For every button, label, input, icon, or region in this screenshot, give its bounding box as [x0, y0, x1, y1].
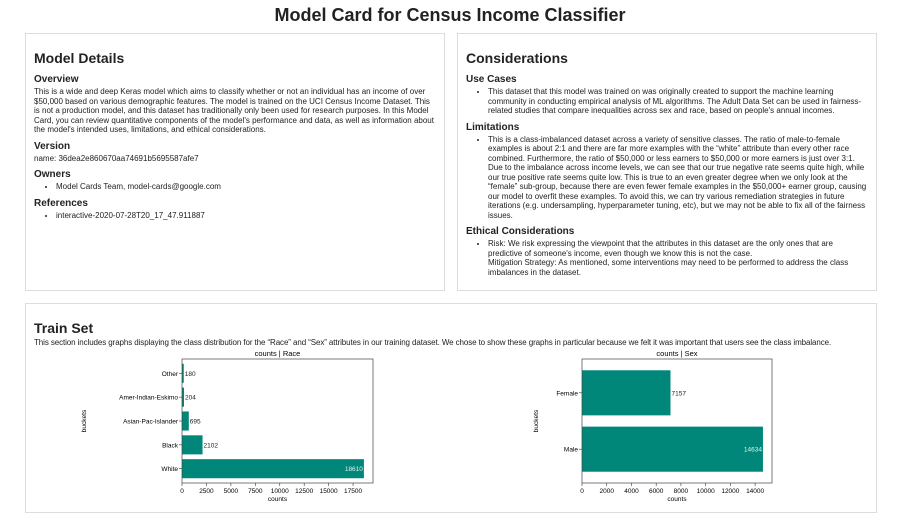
- x-tick-label: 0: [580, 488, 584, 495]
- bar-male: [582, 426, 763, 472]
- data-label: 695: [190, 419, 201, 426]
- x-tick-label: 6000: [649, 488, 664, 495]
- data-label: 18610: [345, 466, 363, 473]
- considerations-heading: Considerations: [466, 50, 568, 66]
- x-tick-label: 14000: [746, 488, 764, 495]
- x-tick-label: 12000: [721, 488, 739, 495]
- ethical-item: Risk: We risk expressing the viewpoint t…: [488, 239, 868, 277]
- x-tick-label: 12500: [295, 488, 313, 495]
- x-tick-label: 0: [180, 488, 184, 495]
- y-axis-label: buckets: [81, 409, 88, 432]
- x-tick-label: 17500: [344, 488, 362, 495]
- chart-title: counts | Sex: [656, 349, 697, 358]
- version-text: name: 36dea2e860670aa74691b5695587afe7: [34, 153, 199, 163]
- owners-heading: Owners: [34, 169, 71, 180]
- race-chart: counts | Race 18610 White 2102 Black 695 Asian…: [81, 349, 374, 503]
- x-tick-label: 5000: [224, 488, 239, 495]
- bar-amer-indian-eskimo: [182, 387, 184, 407]
- references-heading: References: [34, 197, 88, 209]
- x-tick-label: 10000: [271, 488, 289, 495]
- limitation-item: This is a class-imbalanced dataset acros…: [488, 135, 868, 221]
- x-tick-label: 8000: [674, 488, 689, 495]
- ethical-mitigation: Mitigation Strategy: As mentioned, some …: [488, 258, 849, 277]
- x-tick-label: 15000: [320, 488, 338, 495]
- data-label: 14634: [744, 447, 762, 454]
- bar-other: [182, 363, 184, 383]
- use-case-item: This dataset that this model was trained…: [488, 87, 868, 116]
- y-tick-label: Female: [556, 390, 578, 397]
- model-details-card: Model Details Overview This is a wide an…: [25, 33, 445, 291]
- y-tick-label: Amer-Indian-Eskimo: [119, 395, 178, 402]
- y-tick-label: Asian-Pac-Islander: [123, 419, 179, 426]
- y-tick-label: Black: [162, 442, 179, 449]
- reference-item: interactive-2020-07-28T20_17_47.911887: [56, 211, 436, 221]
- sex-chart: counts | Sex 14634 Male 7157 Female 0 2000 4000…: [533, 349, 773, 503]
- data-label: 204: [185, 395, 196, 402]
- x-axis-label: counts: [667, 496, 687, 503]
- data-label: 7157: [671, 390, 686, 397]
- x-tick-label: 2500: [199, 488, 214, 495]
- plot-frame: [181, 358, 374, 484]
- x-tick-label: 4000: [624, 488, 639, 495]
- plot-frame: [581, 358, 773, 484]
- model-details-heading: Model Details: [34, 50, 125, 66]
- y-axis-label: buckets: [533, 409, 540, 432]
- train-set-description: This section includes graphs displaying …: [34, 338, 832, 347]
- x-axis-label: counts: [268, 496, 288, 503]
- data-label: 2102: [204, 442, 219, 449]
- y-tick-label: Other: [162, 371, 179, 378]
- use-cases-heading: Use Cases: [466, 74, 517, 85]
- bar-black: [182, 435, 203, 455]
- considerations-card: Considerations Use Cases This dataset th…: [457, 33, 877, 291]
- x-tick-label: 7500: [248, 488, 263, 495]
- ethical-risk: Risk: We risk expressing the viewpoint t…: [488, 239, 833, 258]
- owner-item: Model Cards Team, model-cards@google.com: [56, 182, 436, 192]
- train-set-heading: Train Set: [34, 320, 94, 336]
- chart-title: counts | Race: [255, 349, 301, 358]
- train-set-card: Train Set This section includes graphs d…: [25, 303, 877, 513]
- page-title: Model Card for Census Income Classifier: [274, 5, 626, 25]
- limitations-heading: Limitations: [466, 121, 520, 133]
- y-tick-label: White: [161, 466, 178, 473]
- data-label: 180: [185, 371, 196, 378]
- x-tick-label: 2000: [599, 488, 614, 495]
- x-tick-label: 10000: [697, 488, 715, 495]
- bar-asian-pac-islander: [182, 411, 189, 431]
- overview-text: This is a wide and deep Keras model whic…: [34, 87, 434, 134]
- y-tick-label: Male: [564, 447, 578, 454]
- version-heading: Version: [34, 140, 71, 152]
- bar-white: [182, 459, 364, 479]
- ethical-heading: Ethical Considerations: [466, 226, 575, 237]
- bar-female: [582, 370, 671, 416]
- overview-heading: Overview: [34, 74, 79, 85]
